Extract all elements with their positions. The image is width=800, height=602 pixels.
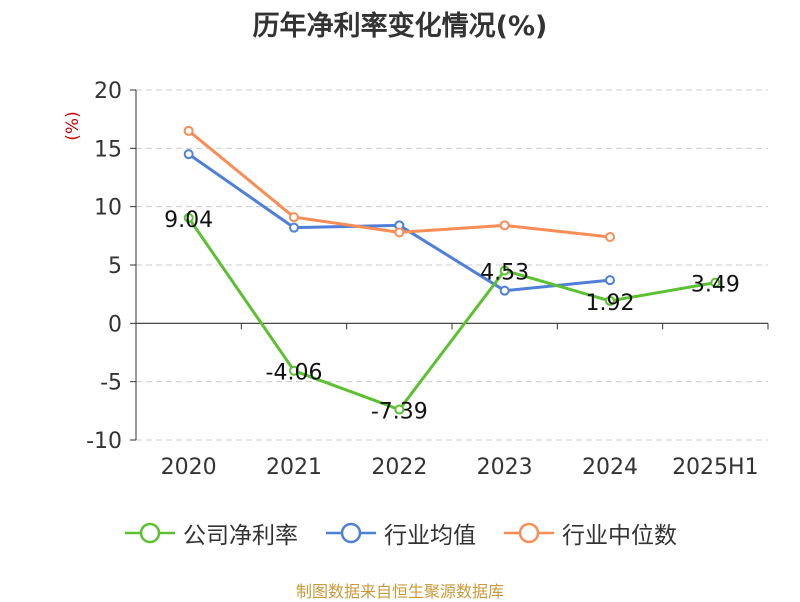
data-label: 4.53 — [480, 260, 529, 285]
data-labels: 9.04 -4.06 -7.39 4.53 1.92 3.49 — [164, 208, 740, 425]
data-label: -7.39 — [371, 400, 428, 425]
x-tick-label: 2022 — [371, 455, 427, 480]
data-label: -4.06 — [266, 361, 323, 386]
legend-label-industry-median: 行业中位数 — [562, 523, 677, 549]
data-point — [605, 275, 615, 286]
legend-item-industry-average[interactable]: 行业均值 — [324, 516, 476, 550]
legend-item-industry-median[interactable]: 行业中位数 — [502, 516, 677, 550]
data-point — [499, 220, 510, 231]
data-point — [289, 365, 299, 376]
data-point — [394, 227, 405, 238]
data-point — [183, 125, 194, 136]
chart-title: 历年净利率变化情况(%) — [252, 11, 548, 42]
data-label: 3.49 — [691, 273, 740, 298]
data-point — [605, 295, 615, 306]
data-point — [289, 222, 299, 233]
data-point — [183, 149, 194, 160]
y-tick-label: 15 — [94, 137, 122, 162]
series-lines — [183, 125, 721, 415]
legend: 公司净利率 行业均值 行业中位数 — [0, 516, 800, 550]
x-tick-label: 2025H1 — [672, 455, 759, 480]
y-tick-label: 10 — [94, 196, 122, 221]
x-tick-label: 2021 — [266, 455, 322, 480]
y-axis-label: (%) — [63, 111, 83, 140]
y-tick-label: 5 — [108, 254, 122, 279]
x-tick-label: 2020 — [161, 455, 217, 480]
grid-lines — [136, 89, 768, 441]
axes: 20 15 10 5 0 -5 -10 2020 2021 2022 2023 2024 2025H1 (… — [63, 79, 769, 480]
legend-label-company: 公司净利率 — [183, 523, 298, 549]
data-label: 1.92 — [586, 291, 635, 316]
data-point — [605, 232, 615, 242]
legend-item-company[interactable]: 公司净利率 — [123, 516, 298, 550]
y-tick-label: 20 — [94, 79, 122, 104]
legend-line-circle-icon — [125, 522, 175, 544]
legend-line-circle-icon — [504, 522, 554, 544]
data-point — [499, 265, 510, 276]
x-tick-label: 2024 — [582, 455, 638, 480]
series-line-0 — [187, 217, 716, 412]
y-tick-label: -5 — [100, 371, 122, 396]
data-point — [289, 212, 299, 223]
y-tick-label: -10 — [86, 429, 122, 454]
legend-line-circle-icon — [326, 522, 376, 544]
data-point — [394, 404, 405, 415]
legend-label-industry-average: 行业均值 — [384, 523, 476, 549]
data-label: 9.04 — [164, 208, 213, 233]
data-point — [183, 212, 194, 223]
data-point — [499, 285, 510, 296]
y-tick-label: 0 — [108, 312, 122, 337]
source-note: 制图数据来自恒生聚源数据库 — [295, 582, 504, 601]
x-tick-label: 2023 — [477, 455, 533, 480]
data-point — [710, 277, 721, 288]
